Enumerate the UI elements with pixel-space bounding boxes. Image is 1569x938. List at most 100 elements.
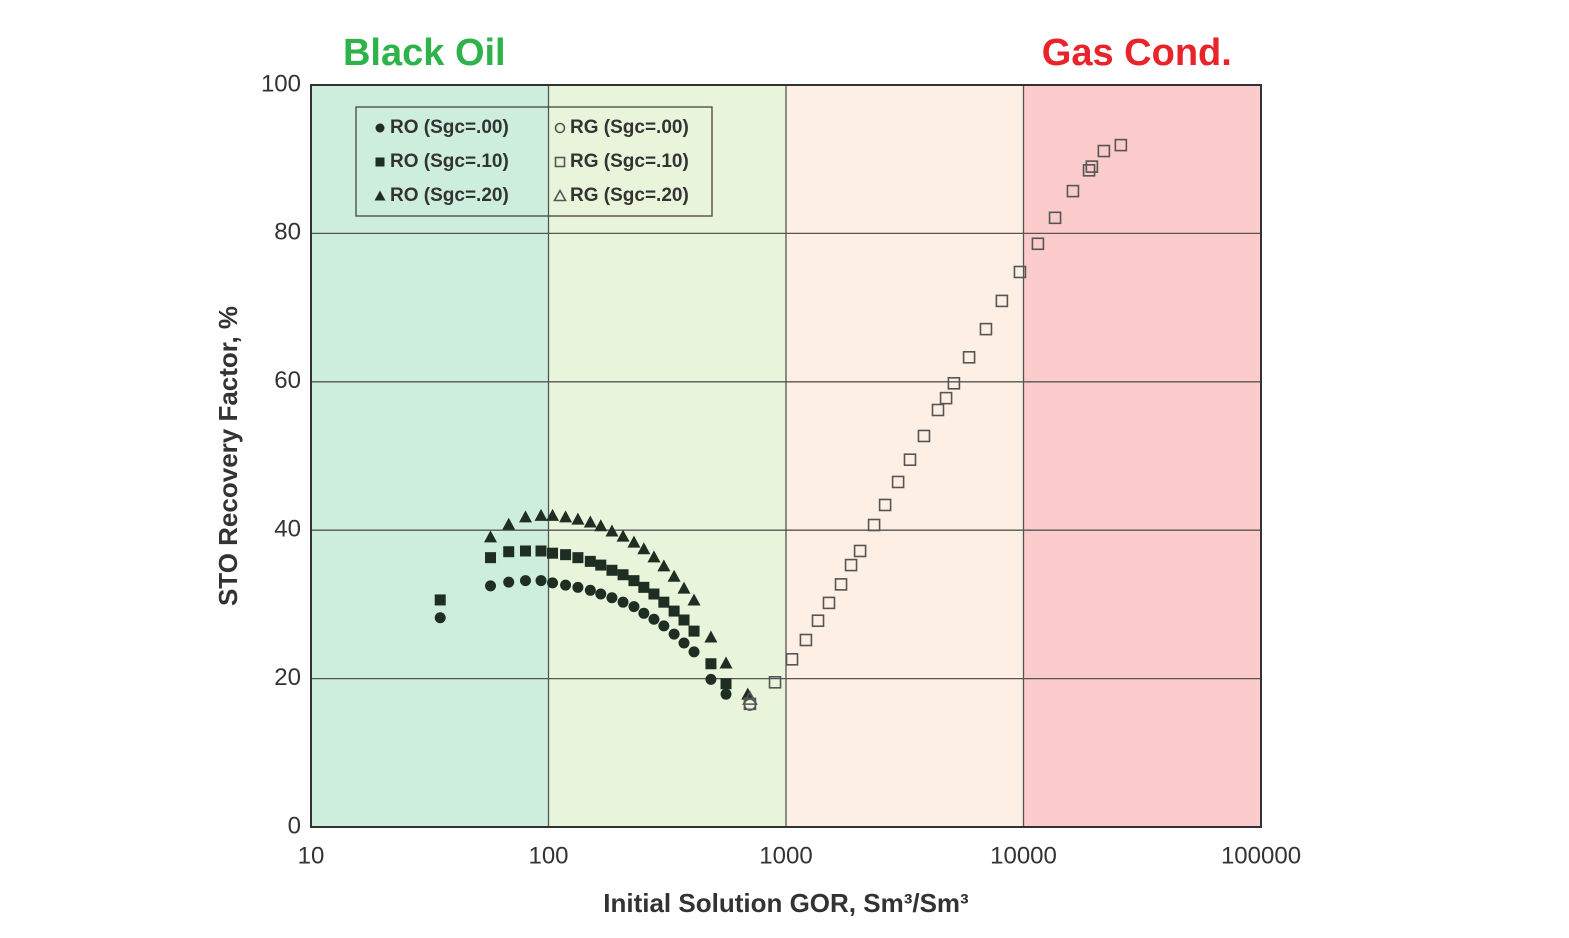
- data-point: [502, 517, 516, 530]
- data-point: [853, 544, 867, 558]
- data-point: [572, 581, 584, 593]
- x-tick-label: 10000: [990, 842, 1057, 869]
- data-point: [687, 593, 701, 606]
- data-point: [535, 575, 547, 587]
- data-point: [647, 550, 661, 563]
- data-point: [572, 552, 584, 564]
- data-point: [534, 508, 548, 521]
- y-tick-label: 80: [274, 219, 301, 246]
- y-tick-label: 0: [288, 812, 301, 839]
- marker-circle: [554, 122, 566, 134]
- data-point: [648, 588, 660, 600]
- data-point: [560, 549, 572, 561]
- y-axis-label: STO Recovery Factor, %: [213, 306, 243, 606]
- y-tick-label: 100: [261, 70, 301, 97]
- marker-triangle: [553, 188, 567, 202]
- data-point: [903, 453, 917, 467]
- data-point: [503, 576, 515, 588]
- region-band: [311, 85, 549, 827]
- data-point: [628, 575, 640, 587]
- data-point: [979, 322, 993, 336]
- data-point: [560, 579, 572, 591]
- legend-label: RO (Sgc=.20): [390, 185, 509, 206]
- data-point: [657, 559, 671, 572]
- legend-label: RG (Sgc=.00): [570, 117, 689, 138]
- data-point: [485, 552, 497, 564]
- data-point: [638, 607, 650, 619]
- data-point: [547, 577, 559, 589]
- data-point: [768, 676, 782, 689]
- data-point: [705, 673, 717, 685]
- data-point: [1097, 144, 1111, 158]
- data-point: [658, 620, 670, 632]
- data-point: [844, 558, 858, 572]
- data-point: [628, 601, 640, 613]
- legend-label: RO (Sgc=.10): [390, 151, 509, 172]
- data-point: [658, 596, 670, 608]
- data-point: [606, 592, 618, 604]
- data-point: [584, 584, 596, 596]
- x-tick-label: 100: [528, 842, 568, 869]
- data-point: [518, 510, 532, 523]
- data-point: [595, 559, 607, 571]
- data-point: [1085, 160, 1099, 173]
- y-tick-label: 20: [274, 664, 301, 691]
- data-point: [571, 512, 585, 525]
- data-point: [559, 510, 573, 523]
- data-point: [834, 578, 848, 591]
- plot-area: [310, 84, 1262, 828]
- data-point: [1048, 211, 1062, 225]
- marker-triangle: [374, 190, 386, 201]
- data-point: [434, 594, 446, 606]
- y-tick-label: 40: [274, 516, 301, 543]
- data-point: [535, 545, 547, 557]
- x-tick-label: 10: [298, 842, 325, 869]
- data-point: [1013, 265, 1027, 279]
- legend-label: RG (Sgc=.20): [570, 185, 689, 206]
- data-point: [595, 588, 607, 600]
- data-point: [878, 498, 892, 512]
- marker-circle: [375, 123, 385, 133]
- region-band: [548, 85, 786, 827]
- data-point: [867, 518, 881, 532]
- data-point: [720, 678, 732, 690]
- data-point: [668, 628, 680, 640]
- data-point: [583, 515, 597, 528]
- marker-square: [375, 157, 385, 167]
- data-point: [704, 630, 718, 643]
- data-point: [822, 596, 836, 610]
- region-band: [1023, 85, 1261, 827]
- data-point: [485, 580, 497, 592]
- data-point: [1031, 237, 1045, 251]
- x-axis-label: Initial Solution GOR, Sm³/Sm³: [603, 888, 969, 918]
- data-point: [678, 614, 690, 626]
- data-point: [688, 646, 700, 658]
- plot-border: [310, 84, 1262, 828]
- data-point: [668, 605, 680, 617]
- data-point: [648, 613, 660, 625]
- data-point: [688, 625, 700, 637]
- legend-label: RG (Sgc=.10): [570, 151, 689, 172]
- legend-label: RO (Sgc=.00): [390, 117, 509, 138]
- data-point: [995, 294, 1009, 308]
- data-point: [606, 564, 618, 576]
- data-point: [637, 542, 651, 555]
- data-point: [947, 376, 961, 390]
- data-point: [678, 637, 690, 649]
- data-point: [546, 508, 560, 521]
- data-point: [617, 569, 629, 581]
- x-tick-label: 100000: [1221, 842, 1301, 869]
- data-point: [741, 687, 755, 700]
- data-point: [667, 569, 681, 582]
- data-point: [1066, 184, 1080, 198]
- data-point: [719, 656, 733, 669]
- x-tick-label: 1000: [759, 842, 812, 869]
- data-point: [785, 653, 799, 666]
- data-point: [434, 612, 446, 624]
- data-point: [594, 519, 608, 532]
- data-point: [799, 633, 813, 647]
- data-point: [917, 429, 931, 443]
- data-point: [677, 581, 691, 594]
